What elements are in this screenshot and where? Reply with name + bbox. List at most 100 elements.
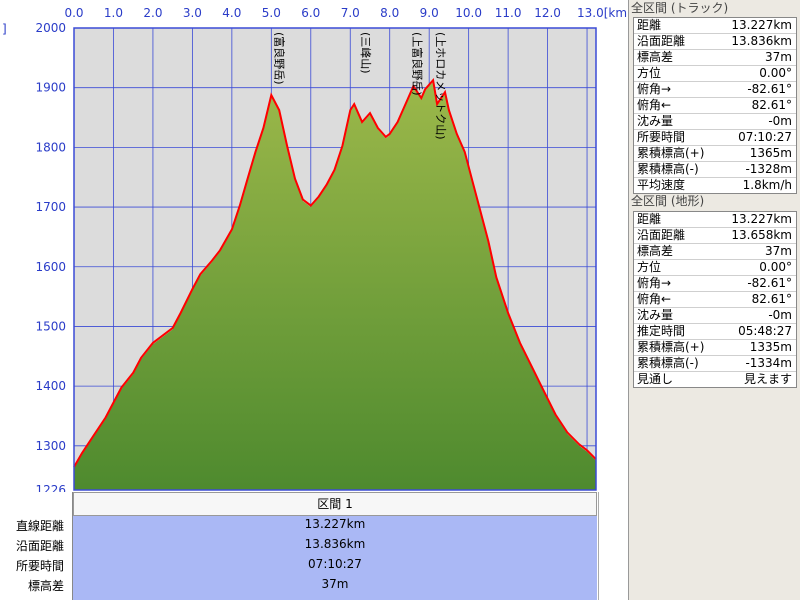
stats-panel: 全区間 (トラック) 距離 13.227km 沿面距離 13.836km 標高差 37m 方… — [628, 0, 800, 600]
y-tick-label: 1600 — [35, 260, 66, 274]
terrain-row-value: 1335m — [749, 340, 792, 354]
terrain-row-label: 累積標高(+) — [637, 340, 705, 354]
y-tick-label: 1226 — [35, 483, 66, 492]
terrain-row-label: 距離 — [637, 212, 662, 226]
track-row-label: 標高差 — [637, 50, 674, 64]
y-axis-unit: ] — [2, 22, 7, 36]
label-straight-distance: 直線距離 — [15, 519, 64, 533]
x-tick-label: 12.0 — [534, 6, 561, 20]
track-row: 方位 0.00° — [634, 66, 796, 82]
x-tick-label: 10.0 — [455, 6, 482, 20]
terrain-stats-header: 全区間 (地形) — [631, 194, 705, 208]
x-tick-label: 11.0 — [495, 6, 522, 20]
terrain-row: 俯角→ -82.61° — [634, 276, 796, 292]
y-tick-label: 1500 — [35, 319, 66, 333]
track-row: 距離 13.227km — [634, 18, 796, 34]
track-stats-header: 全区間 (トラック) — [631, 1, 729, 15]
terrain-row-value: 0.00° — [759, 260, 792, 274]
x-tick-label: 6.0 — [301, 6, 320, 20]
terrain-row: 方位 0.00° — [634, 260, 796, 276]
x-tick-label: 7.0 — [341, 6, 360, 20]
label-required-time: 所要時間 — [15, 559, 64, 573]
terrain-row: 距離 13.227km — [634, 212, 796, 228]
x-tick-label: 1.0 — [104, 6, 123, 20]
value-surface-distance: 13.836km — [304, 537, 366, 551]
terrain-row-value: 82.61° — [751, 292, 792, 306]
track-row: 標高差 37m — [634, 50, 796, 66]
y-tick-label: 1700 — [35, 200, 66, 214]
terrain-row-label: 見通し — [637, 372, 674, 386]
plot-frame — [73, 27, 597, 491]
terrain-row-value: -82.61° — [747, 276, 792, 290]
track-row-label: 距離 — [637, 18, 662, 32]
terrain-row-value: 13.227km — [731, 212, 792, 226]
elevation-profile-chart: 0.0 1.0 2.0 3.0 4.0 5.0 6.0 7.0 8.0 9.0 10.0 11.0 12… — [2, 6, 628, 492]
track-row-value: 0.00° — [759, 66, 792, 80]
terrain-area — [74, 81, 596, 490]
track-row-value: 13.836km — [731, 34, 792, 48]
terrain-row-value: 05:48:27 — [738, 324, 792, 338]
track-row-label: 累積標高(-) — [637, 162, 699, 176]
y-tick-label: 1400 — [35, 379, 66, 393]
value-elevation-diff: 37m — [321, 577, 349, 591]
section-values: 13.227km 13.836km 07:10:27 37m — [73, 516, 597, 600]
peak-label: (上富良野岳) — [410, 32, 424, 96]
track-row: 俯角← 82.61° — [634, 98, 796, 114]
track-row: 累積標高(-) -1328m — [634, 162, 796, 178]
y-tick-label: 2000 — [35, 21, 66, 35]
track-stats-table: 距離 13.227km 沿面距離 13.836km 標高差 37m 方位 0.00° 俯角→ -8… — [633, 17, 797, 194]
track-row: 沈み量 -0m — [634, 114, 796, 130]
track-row-label: 沿面距離 — [637, 34, 686, 48]
track-row-value: 82.61° — [751, 98, 792, 112]
section-header[interactable]: 区間 1 — [73, 492, 597, 516]
terrain-row: 見通し 見えます — [634, 372, 796, 387]
track-row-label: 沈み量 — [637, 114, 674, 128]
x-tick-label: 2.0 — [143, 6, 162, 20]
terrain-row-label: 沿面距離 — [637, 228, 686, 242]
track-row-value: -82.61° — [747, 82, 792, 96]
terrain-stats-table: 距離 13.227km 沿面距離 13.658km 標高差 37m 方位 0.00° 俯角→ -8… — [633, 211, 797, 388]
terrain-row-value: 13.658km — [731, 228, 792, 242]
track-row-value: 37m — [765, 50, 792, 64]
y-tick-label: 1800 — [35, 140, 66, 154]
x-axis-ticks: 0.0 1.0 2.0 3.0 4.0 5.0 6.0 7.0 8.0 9.0 10.0 11.0 12… — [64, 6, 628, 20]
terrain-row-label: 方位 — [637, 260, 662, 274]
x-tick-label: 0.0 — [64, 6, 83, 20]
terrain-row: 累積標高(+) 1335m — [634, 340, 796, 356]
y-axis-ticks: 1226 1300 1400 1500 1600 1700 1800 1900 2000 — [35, 21, 66, 492]
track-line — [73, 77, 597, 468]
track-row-label: 平均速度 — [637, 178, 686, 192]
x-tick-label: 8.0 — [380, 6, 399, 20]
peak-label: (上ホロカメットク山) — [434, 32, 447, 140]
track-row-label: 俯角→ — [637, 82, 672, 96]
section-summary-panel: 直線距離 沿面距離 所要時間 標高差 区間 1 13.227km 13.836k… — [0, 492, 629, 600]
x-tick-label: 4.0 — [222, 6, 241, 20]
terrain-row: 沿面距離 13.658km — [634, 228, 796, 244]
terrain-row: 標高差 37m — [634, 244, 796, 260]
peak-label: (富良野岳) — [272, 32, 286, 85]
x-tick-label: 5.0 — [262, 6, 281, 20]
terrain-row-value: 37m — [765, 244, 792, 258]
track-row: 所要時間 07:10:27 — [634, 130, 796, 146]
terrain-row-value: -0m — [768, 308, 792, 322]
terrain-row: 累積標高(-) -1334m — [634, 356, 796, 372]
terrain-row-value: 見えます — [743, 372, 792, 386]
terrain-row-label: 沈み量 — [637, 308, 674, 322]
track-row-label: 方位 — [637, 66, 662, 80]
y-tick-label: 1900 — [35, 81, 66, 95]
terrain-row: 沈み量 -0m — [634, 308, 796, 324]
terrain-row-label: 累積標高(-) — [637, 356, 699, 370]
terrain-row: 推定時間 05:48:27 — [634, 324, 796, 340]
terrain-row-label: 推定時間 — [637, 324, 686, 338]
value-straight-distance: 13.227km — [304, 517, 366, 531]
terrain-row-label: 俯角→ — [637, 276, 672, 290]
value-required-time: 07:10:27 — [308, 557, 362, 571]
terrain-row-label: 標高差 — [637, 244, 674, 258]
track-row: 累積標高(+) 1365m — [634, 146, 796, 162]
track-row: 俯角→ -82.61° — [634, 82, 796, 98]
section-box: 区間 1 13.227km 13.836km 07:10:27 37m — [72, 492, 597, 600]
track-row-label: 所要時間 — [637, 130, 686, 144]
track-row-value: -1328m — [745, 162, 792, 176]
x-tick-label: 3.0 — [183, 6, 202, 20]
x-tick-label: 9.0 — [420, 6, 439, 20]
